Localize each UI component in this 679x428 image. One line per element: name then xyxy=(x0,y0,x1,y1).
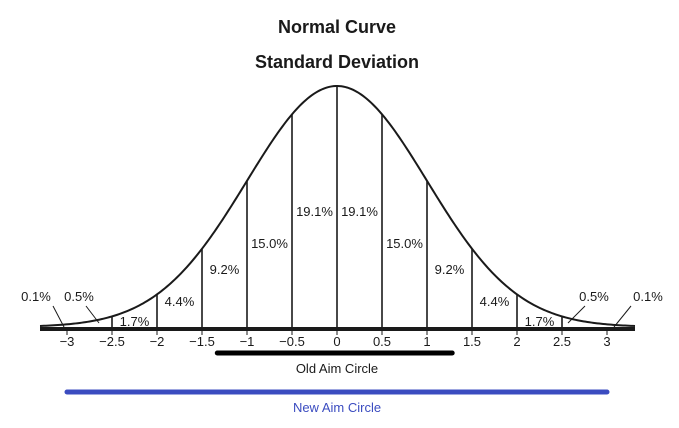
band-label-6: 19.1% xyxy=(296,204,333,219)
x-tick-label-5: −0.5 xyxy=(279,334,305,349)
band-label-3: 4.4% xyxy=(165,294,195,309)
x-tick-label-11: 2.5 xyxy=(553,334,571,349)
band-label-0: 0.1% xyxy=(21,289,51,304)
chart-title: Normal Curve xyxy=(278,17,396,37)
band-label-7: 19.1% xyxy=(341,204,378,219)
band-label-12: 0.5% xyxy=(579,289,609,304)
band-label-9: 9.2% xyxy=(435,262,465,277)
x-tick-label-10: 2 xyxy=(513,334,520,349)
x-tick-label-12: 3 xyxy=(603,334,610,349)
x-tick-label-0: −3 xyxy=(60,334,75,349)
tail-leader-line-1 xyxy=(85,305,100,324)
aim-circle-ranges: Old Aim Circle New Aim Circle xyxy=(64,350,610,415)
band-label-2: 1.7% xyxy=(120,314,150,329)
band-percent-labels: 0.1% 0.5% 1.7% 4.4% 9.2% 15.0% 19.1% 19.1% 15.0%… xyxy=(21,204,663,329)
tail-leader-line-3 xyxy=(613,305,632,328)
x-tick-label-9: 1.5 xyxy=(463,334,481,349)
band-label-13: 0.1% xyxy=(633,289,663,304)
x-tick-label-4: −1 xyxy=(240,334,255,349)
x-tick-label-8: 1 xyxy=(423,334,430,349)
x-tick-label-1: −2.5 xyxy=(99,334,125,349)
chart-subtitle: Standard Deviation xyxy=(255,52,419,72)
band-label-10: 4.4% xyxy=(480,294,510,309)
tail-leader-line-2 xyxy=(567,305,586,324)
band-label-1: 0.5% xyxy=(64,289,94,304)
band-label-11: 1.7% xyxy=(525,314,555,329)
band-label-4: 9.2% xyxy=(210,262,240,277)
band-label-8: 15.0% xyxy=(386,236,423,251)
band-dividers xyxy=(111,86,563,331)
x-tick-label-6: 0 xyxy=(333,334,340,349)
range-label-1: New Aim Circle xyxy=(293,400,381,415)
range-label-0: Old Aim Circle xyxy=(296,361,378,376)
tail-leader-line-0 xyxy=(52,305,65,328)
x-tick-label-3: −1.5 xyxy=(189,334,215,349)
band-label-5: 15.0% xyxy=(251,236,288,251)
x-tick-label-7: 0.5 xyxy=(373,334,391,349)
x-axis-ticks: −3 −2.5 −2 −1.5 −1 −0.5 0 0.5 1 1.5 2 2.5 3 xyxy=(60,331,611,349)
x-tick-label-2: −2 xyxy=(150,334,165,349)
